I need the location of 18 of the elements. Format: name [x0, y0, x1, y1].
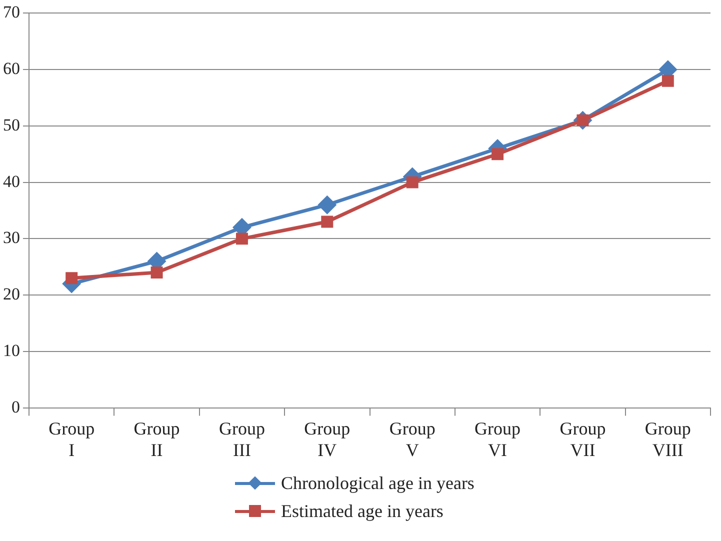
y-tick-label: 60 [3, 59, 20, 78]
y-tick-label: 0 [12, 397, 20, 416]
y-tick-label: 70 [3, 2, 20, 22]
x-tick-label: Group I [48, 418, 95, 460]
x-tick-label: Group III [218, 418, 265, 460]
y-tick-label: 30 [3, 228, 20, 248]
x-tick-label: Group II [134, 418, 180, 460]
y-tick-label: 10 [3, 340, 20, 360]
y-tick-label: 40 [3, 172, 20, 191]
legend-label: Chronological age in years [281, 472, 474, 494]
x-tick-label: Group VI [474, 418, 521, 460]
legend-label: Estimated age in years [281, 500, 444, 522]
y-tick-label: 50 [3, 115, 20, 134]
x-tick-label: Group VIII [644, 418, 691, 460]
x-tick-label: Group V [389, 418, 436, 460]
y-tick-label: 20 [3, 284, 20, 304]
x-tick-label: Group VII [560, 418, 606, 460]
x-tick-label: Group IV [304, 418, 350, 460]
